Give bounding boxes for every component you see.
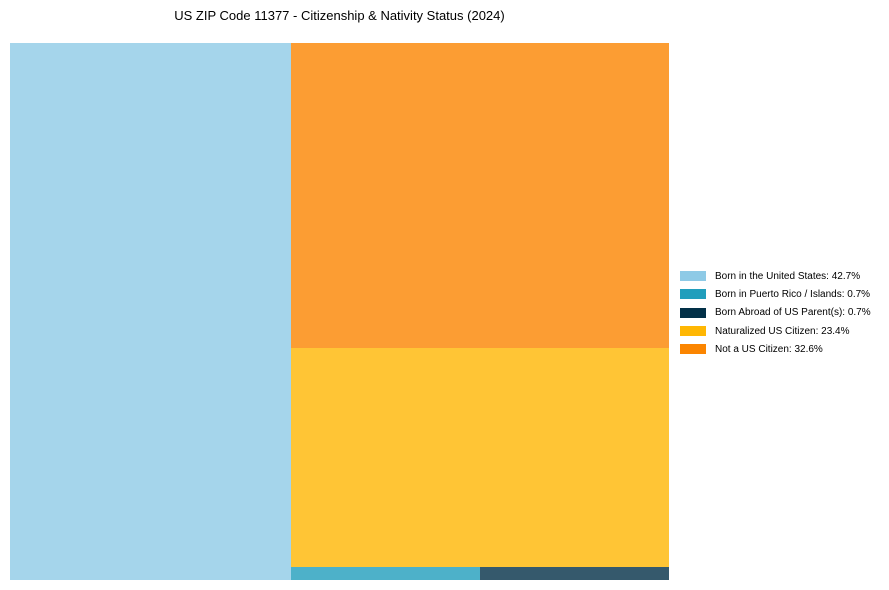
legend-item: Not a US Citizen: 32.6% (680, 340, 871, 358)
treemap-cell-3 (480, 566, 669, 580)
treemap-plot (10, 43, 669, 580)
legend-swatch (680, 271, 706, 282)
treemap-cell-1 (10, 43, 292, 580)
legend-item: Naturalized US Citizen: 23.4% (680, 322, 871, 340)
legend-label: Born in the United States: 42.7% (715, 270, 861, 282)
legend-label: Born in Puerto Rico / Islands: 0.7% (715, 288, 871, 300)
legend: Born in the United States: 42.7% Born in … (680, 267, 871, 358)
legend-item: Born Abroad of US Parent(s): 0.7% (680, 304, 871, 322)
legend-swatch (680, 344, 706, 355)
chart-title: US ZIP Code 11377 - Citizenship & Nativi… (174, 8, 505, 23)
legend-swatch (680, 326, 706, 337)
legend-item: Born in the United States: 42.7% (680, 267, 871, 285)
treemap-cell-5 (291, 43, 669, 348)
legend-label: Not a US Citizen: 32.6% (715, 343, 823, 355)
legend-label: Born Abroad of US Parent(s): 0.7% (715, 307, 871, 319)
legend-swatch (680, 307, 706, 318)
legend-label: Naturalized US Citizen: 23.4% (715, 325, 850, 337)
legend-swatch (680, 289, 706, 300)
legend-item: Born in Puerto Rico / Islands: 0.7% (680, 285, 871, 303)
treemap-cell-2 (291, 566, 481, 580)
treemap-cell-4 (291, 347, 669, 567)
